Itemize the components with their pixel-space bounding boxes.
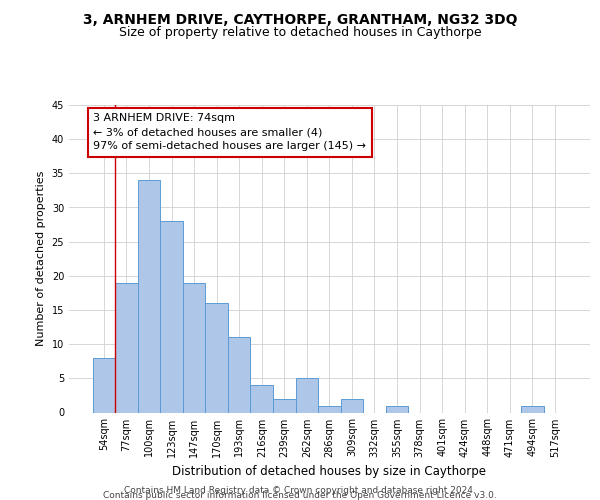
Bar [341,399,363,412]
Bar [160,221,183,412]
Bar [250,385,273,412]
Bar [228,338,250,412]
Text: Contains public sector information licensed under the Open Government Licence v3: Contains public sector information licen… [103,491,497,500]
Bar [183,282,205,412]
Y-axis label: Number of detached properties: Number of detached properties [36,171,46,346]
Bar [115,282,138,412]
Text: Contains HM Land Registry data © Crown copyright and database right 2024.: Contains HM Land Registry data © Crown c… [124,486,476,495]
Text: Size of property relative to detached houses in Caythorpe: Size of property relative to detached ho… [119,26,481,39]
Bar [521,406,544,412]
Bar [318,406,341,412]
Bar [205,303,228,412]
Bar [273,399,296,412]
Text: 3 ARNHEM DRIVE: 74sqm
← 3% of detached houses are smaller (4)
97% of semi-detach: 3 ARNHEM DRIVE: 74sqm ← 3% of detached h… [93,113,366,151]
Bar [92,358,115,412]
Bar [386,406,409,412]
Bar [296,378,318,412]
X-axis label: Distribution of detached houses by size in Caythorpe: Distribution of detached houses by size … [172,465,487,478]
Text: 3, ARNHEM DRIVE, CAYTHORPE, GRANTHAM, NG32 3DQ: 3, ARNHEM DRIVE, CAYTHORPE, GRANTHAM, NG… [83,12,517,26]
Bar [138,180,160,412]
